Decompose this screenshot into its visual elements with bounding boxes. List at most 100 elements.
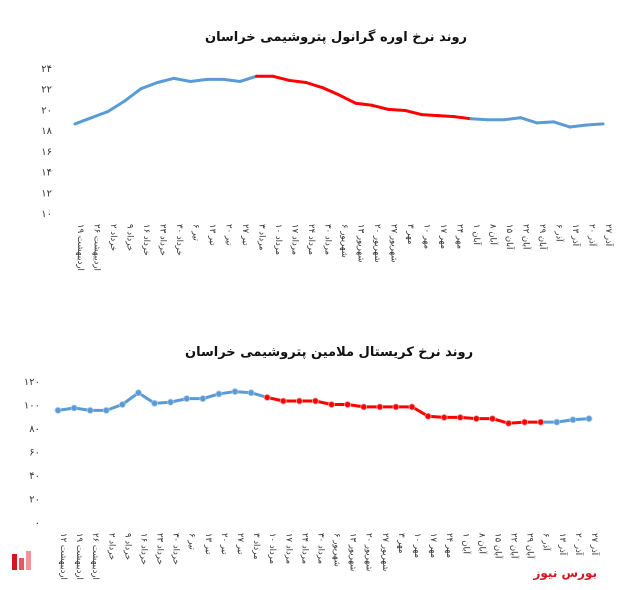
chart1-line-segment: [337, 93, 357, 105]
chart2-xtick-label: ۱۲ اردیبهشت: [58, 533, 68, 580]
chart2-data-point: [328, 401, 335, 408]
chart2-data-point: [263, 394, 271, 401]
chart2-data-point: [231, 388, 239, 395]
chart2-data-point: [505, 419, 512, 427]
chart2-data-point: [489, 415, 496, 423]
chart2-data-point: [392, 403, 400, 411]
chart1-xtick-label: ۲۰ شهریور: [372, 224, 382, 262]
chart1-xtick-label: ۲۳ خرداد: [158, 224, 168, 256]
chart1-line-segment: [552, 120, 572, 129]
chart1-line-segment: [156, 76, 176, 84]
chart2-data-point: [151, 399, 158, 407]
chart2-data-point: [279, 397, 287, 405]
chart2-data-point: [537, 418, 545, 426]
chart2-xtick-label: ۱۰ مرداد: [267, 533, 277, 564]
chart1-line-segment: [469, 117, 489, 122]
chart1-line-segment: [354, 101, 374, 107]
chart1-xtick-label: ۱۳ تیر: [207, 224, 217, 246]
chart2-xtick-label: ۱۶ خرداد: [138, 533, 148, 565]
chart1-xtick-label: ۳ مرداد: [257, 224, 267, 250]
chart2-xtick-label: ۲۶ اردیبهشت: [90, 533, 100, 580]
chart1-line-segment: [585, 122, 605, 127]
chart2-data-point: [54, 406, 62, 414]
chart1-xtick-label: ۲ خرداد: [108, 224, 118, 251]
chart1-line-segment: [321, 86, 341, 97]
chart2-xtick-label: ۳۰ خرداد: [171, 533, 181, 565]
chart1-xtick-label: ۲۷ شهریور: [389, 224, 399, 262]
chart1-line-segment: [453, 115, 473, 121]
chart1-xtick-label: ۱ آبان: [471, 224, 483, 245]
chart1-line-segment: [387, 107, 407, 112]
chart2-ytick-label: ۱۰۰: [24, 401, 40, 412]
chart1-line-segment: [420, 113, 440, 118]
chart2-xtick-label: ۱۷ مرداد: [283, 533, 293, 564]
chart1-xtick-label: ۳۰ خرداد: [174, 224, 184, 256]
chart1-line-segment: [403, 108, 423, 117]
chart1-ytick-label: ۲۲: [41, 85, 52, 96]
chart2-data-point: [199, 395, 207, 403]
chart-2-title: روند نرخ کریستال ملامین پتروشیمی خراسان: [185, 345, 474, 360]
chart2-ytick-label: ۸۰: [29, 424, 40, 435]
chart1-ytick-label: ۱۰: [41, 209, 52, 220]
chart1-line-segment: [436, 114, 456, 119]
chart1-xtick-label: ۶ آذر: [554, 224, 566, 242]
chart1-line-segment: [370, 103, 390, 111]
chart1-line-segment: [73, 116, 93, 126]
chart2-xtick-label: ۲۹ آبان: [525, 533, 537, 559]
chart2-xtick-label: ۲ خرداد: [106, 533, 116, 560]
chart2-ytick-label: ۱۲۰: [24, 377, 40, 388]
chart2-data-point: [215, 390, 223, 398]
chart1-xtick-label: ۲۷ آذر: [603, 224, 615, 247]
chart2-data-point: [424, 412, 432, 420]
chart1-line-segment: [304, 81, 324, 90]
chart1-line-segment: [189, 77, 209, 83]
chart1-line-segment: [222, 77, 242, 83]
chart1-xtick-label: ۲۴ مرداد: [306, 224, 316, 255]
chart2-xtick-label: ۲۰ تیر: [219, 533, 229, 555]
chart2-ytick-label: ۶۰: [29, 448, 40, 459]
chart2-xtick-label: ۱۳ تیر: [203, 533, 213, 555]
chart1-xtick-label: ۳ مهر: [405, 224, 415, 244]
chart2-xtick-label: ۳۰ مرداد: [315, 533, 325, 564]
chart1-xtick-label: ۶ شهریور: [339, 224, 349, 258]
chart1-line-segment: [568, 123, 588, 129]
chart2-ytick-label: ۴۰: [29, 471, 40, 482]
chart2-xtick-label: ۲۷ آذر: [589, 533, 601, 556]
chart1-xtick-label: ۱۵ آبان: [504, 224, 516, 250]
chart2-xtick-label: ۱۹ اردیبهشت: [74, 533, 84, 580]
chart2-data-point: [344, 401, 352, 408]
chart1-xtick-label: ۲۲ آبان: [521, 224, 533, 250]
chart1-xtick-label: ۹ خرداد: [125, 224, 135, 251]
chart1-line-segment: [288, 78, 308, 84]
chart1-ytick-label: ۱۸: [41, 126, 52, 137]
chart2-xtick-label: ۱ آبان: [460, 533, 472, 554]
chart1-xtick-label: ۲۰ آذر: [587, 224, 599, 247]
chart2-xtick-label: ۱۳ آذر: [557, 533, 569, 556]
chart1-xtick-label: ۱۶ خرداد: [141, 224, 151, 256]
chart1-ytick-label: ۱۶: [41, 147, 52, 158]
chart1-line-segment: [271, 74, 291, 82]
chart2-xtick-label: ۶ آذر: [541, 533, 553, 551]
chart2-xtick-label: ۸ آبان: [476, 533, 488, 554]
chart2-xtick-label: ۱۵ آبان: [492, 533, 504, 559]
chart1-xtick-label: ۲۶ اردیبهشت: [92, 224, 102, 271]
chart1-xtick-label: ۱۳ آذر: [570, 224, 582, 247]
chart2-xtick-label: ۹ خرداد: [122, 533, 132, 560]
chart2-xtick-label: ۲۰ آذر: [573, 533, 585, 556]
brand-logo-icon: [12, 551, 31, 570]
chart2-data-point: [247, 389, 255, 397]
chart1-ytick-label: ۲۰: [41, 105, 52, 116]
chart2-ytick-label: ۰: [35, 518, 40, 529]
chart1-xtick-label: ۲۰ تیر: [224, 224, 234, 246]
chart1-line-segment: [238, 74, 258, 83]
chart1-line-segment: [139, 81, 159, 91]
chart1-xtick-label: ۶ تیر: [191, 224, 201, 242]
chart2-data-point: [118, 401, 126, 408]
chart1-line-segment: [106, 99, 126, 113]
chart2-xtick-label: ۲۳ خرداد: [155, 533, 165, 565]
brand-name: بورس نیوز: [533, 566, 597, 580]
chart1-xtick-label: ۱۹ اردیبهشت: [75, 224, 85, 271]
chart2-ytick-label: ۲۰: [29, 495, 40, 506]
chart2-data-point: [408, 403, 416, 411]
chart2-xtick-label: ۲۷ تیر: [235, 533, 245, 555]
